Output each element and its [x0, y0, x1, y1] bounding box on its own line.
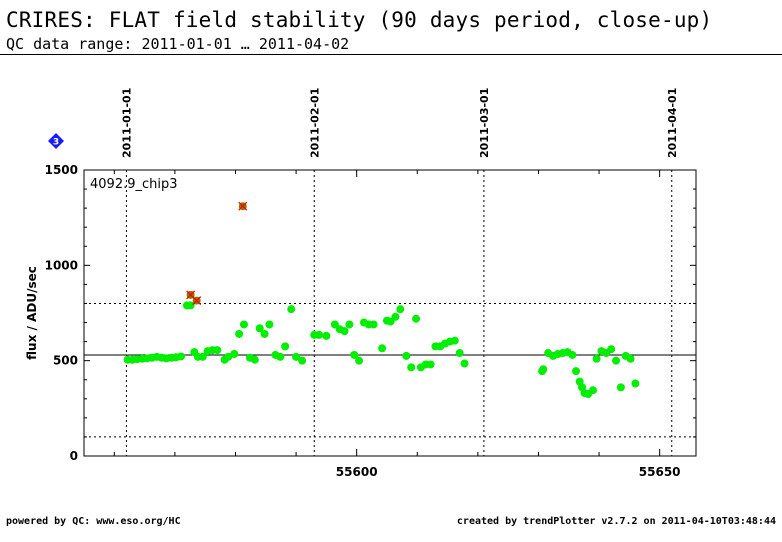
- data-point: [350, 350, 359, 359]
- data-point: [322, 331, 331, 340]
- data-point: [568, 350, 577, 359]
- chip-badge-icon: 3: [48, 133, 64, 149]
- date-marker-label: 2011-03-01: [478, 88, 491, 158]
- data-point: [292, 352, 301, 361]
- data-point: [426, 360, 435, 369]
- date-marker-label: 2011-02-01: [308, 88, 321, 158]
- data-point: [539, 365, 548, 374]
- data-point: [276, 352, 285, 361]
- data-point: [572, 367, 581, 376]
- chip-badge-label: 3: [53, 138, 59, 148]
- data-point: [235, 329, 244, 338]
- plot-frame: [83, 169, 697, 457]
- y-tick-label: 0: [70, 449, 78, 463]
- data-point: [287, 305, 296, 314]
- y-tick-label: 1500: [45, 163, 78, 177]
- outlier-point: [192, 296, 202, 306]
- data-point: [281, 342, 290, 351]
- data-point: [402, 351, 411, 360]
- panel-label: 4092.9_chip3: [90, 177, 178, 192]
- y-tick-label: 1000: [45, 258, 78, 272]
- data-point: [260, 329, 269, 338]
- data-point: [186, 301, 195, 310]
- data-point: [369, 320, 378, 329]
- data-point: [407, 363, 416, 372]
- data-point: [345, 320, 354, 329]
- outlier-cross: [238, 201, 248, 211]
- data-point: [612, 356, 621, 365]
- data-point: [213, 346, 222, 355]
- x-tick-label: 55650: [639, 465, 681, 479]
- data-point: [176, 352, 185, 361]
- footer-created-by: created by trendPlotter v2.7.2 on 2011-0…: [456, 516, 776, 527]
- outlier-point: [238, 201, 248, 211]
- data-point: [450, 336, 459, 345]
- date-marker-label: 2011-04-01: [666, 88, 679, 158]
- data-point: [631, 379, 640, 388]
- data-point: [315, 330, 324, 339]
- y-tick-label: 500: [53, 354, 78, 368]
- data-point: [265, 320, 274, 329]
- data-point: [588, 386, 597, 395]
- data-point: [592, 354, 601, 363]
- data-point: [396, 305, 405, 314]
- data-point: [340, 327, 349, 336]
- y-axis-label: flux / ADU/sec: [25, 266, 39, 360]
- header-divider: [0, 54, 782, 55]
- data-point: [224, 352, 233, 361]
- footer-powered-by: powered by QC: www.eso.org/HC: [6, 516, 181, 527]
- data-point: [250, 355, 259, 364]
- data-point: [239, 320, 248, 329]
- data-point: [607, 345, 616, 354]
- data-point: [378, 344, 387, 353]
- data-range-subtitle: QC data range: 2011-01-01 … 2011-04-02: [6, 35, 350, 53]
- data-point: [198, 352, 207, 361]
- outlier-cross: [186, 290, 196, 300]
- outlier-cross: [192, 296, 202, 306]
- data-point: [626, 354, 635, 363]
- data-point: [230, 349, 239, 358]
- data-point: [455, 349, 464, 358]
- date-marker-label: 2011-01-01: [120, 88, 133, 158]
- data-point: [412, 314, 421, 323]
- data-point: [460, 359, 469, 368]
- data-point: [255, 324, 264, 333]
- data-point: [298, 356, 307, 365]
- x-tick-label: 55600: [336, 465, 378, 479]
- data-point: [616, 383, 625, 392]
- page-title: CRIRES: FLAT field stability (90 days pe…: [6, 8, 713, 32]
- data-point: [391, 312, 400, 321]
- data-point: [355, 356, 364, 365]
